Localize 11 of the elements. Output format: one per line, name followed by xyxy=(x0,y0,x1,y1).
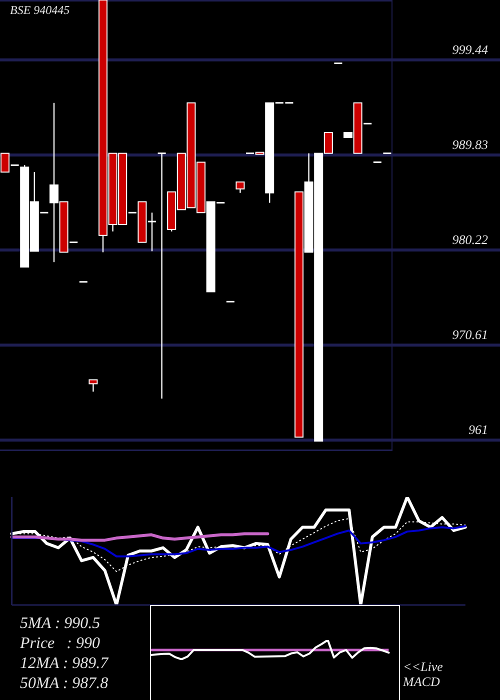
y-tick-label: 999.44 xyxy=(452,42,488,57)
text: 12MA : 989.7 xyxy=(20,654,110,674)
text: 50MA : 987.8 xyxy=(20,674,110,694)
y-tick-label: 980.22 xyxy=(452,232,488,248)
y-tick-label: 989.83 xyxy=(452,136,488,152)
text: 5MA : 990.5 xyxy=(20,614,102,634)
text: Price : 990 xyxy=(20,634,101,654)
chart-title: BSE 940445 xyxy=(10,3,70,18)
y-tick-label: 961 xyxy=(468,422,488,438)
text: <<Live MACD xyxy=(403,659,444,689)
y-tick-label: 970.61 xyxy=(452,327,488,342)
